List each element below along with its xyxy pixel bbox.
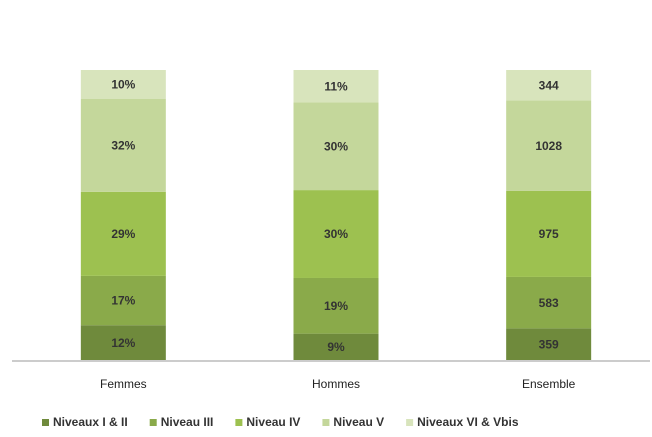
legend-swatch	[42, 419, 49, 426]
legend-label: Niveaux I & II	[53, 415, 128, 429]
data-label: 32%	[111, 139, 135, 153]
bar-segment	[506, 190, 592, 277]
bar-segment	[293, 333, 379, 360]
data-label: 9%	[327, 340, 345, 354]
legend-swatch	[406, 419, 414, 426]
bar-segment	[293, 102, 379, 191]
data-label: 30%	[324, 227, 348, 241]
data-label: 19%	[324, 299, 348, 313]
legend-swatch	[149, 419, 157, 426]
bar-segment	[293, 190, 379, 278]
bar-segment	[80, 99, 166, 192]
bar-segment	[506, 70, 592, 101]
legend-swatch	[322, 419, 330, 426]
data-label: 359	[539, 337, 559, 351]
data-label: 11%	[324, 79, 348, 93]
bar-segment	[506, 100, 592, 191]
bar-segment	[506, 276, 592, 329]
data-label: 30%	[324, 139, 348, 153]
x-tick-label: Hommes	[312, 377, 360, 391]
legend-label: Niveau V	[333, 415, 384, 429]
bar-segment	[80, 275, 166, 326]
data-label: 1028	[535, 139, 562, 153]
data-label: 12%	[111, 336, 135, 350]
bar-segment	[80, 325, 166, 360]
data-label: 975	[539, 227, 559, 241]
data-label: 10%	[111, 78, 135, 92]
legend-label: Niveaux VI & Vbis	[417, 415, 519, 429]
bar-segment	[80, 70, 166, 99]
x-tick-label: Ensemble	[522, 377, 576, 391]
bar-segment	[506, 328, 592, 360]
legend-label: Niveau IV	[246, 415, 300, 429]
bar-segment	[80, 191, 166, 276]
bar-segment	[293, 70, 379, 103]
data-label: 344	[539, 78, 559, 92]
data-label: 583	[539, 296, 559, 310]
bar-segment	[293, 277, 379, 334]
data-label: 29%	[111, 227, 135, 241]
legend-swatch	[235, 419, 243, 426]
legend-label: Niveau III	[161, 415, 214, 429]
data-label: 17%	[111, 294, 135, 308]
x-tick-label: Femmes	[100, 377, 147, 391]
